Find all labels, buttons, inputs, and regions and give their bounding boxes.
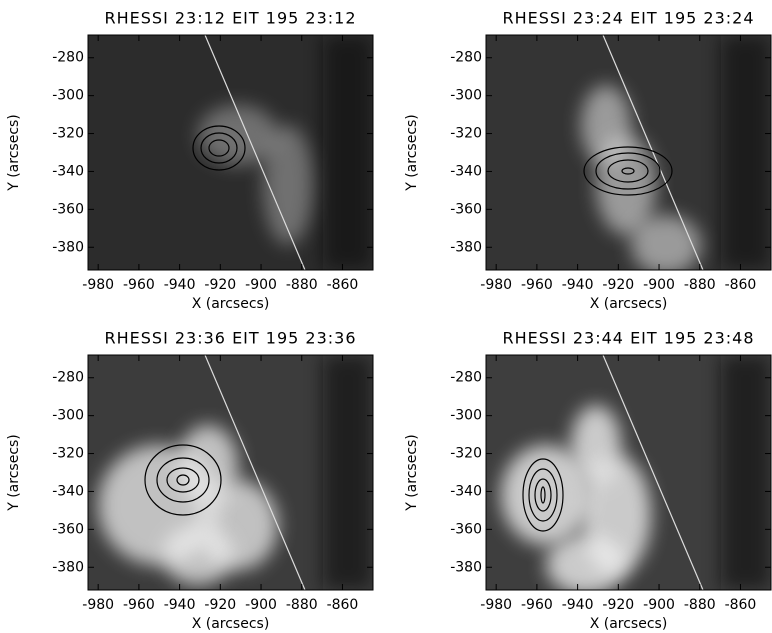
x-tick-label: -900 <box>245 597 277 613</box>
y-tick-label: -340 <box>52 483 84 499</box>
y-tick-label: -320 <box>52 446 84 462</box>
y-tick-label: -380 <box>450 239 482 255</box>
y-tick-label: -280 <box>450 370 482 386</box>
x-tick-label: -960 <box>521 597 553 613</box>
bright-region <box>546 535 626 595</box>
panel-title: RHESSI 23:36 EIT 195 23:36 <box>105 329 357 348</box>
x-tick-label: -980 <box>480 597 512 613</box>
panel: RHESSI 23:44 EIT 195 23:48 -980 -960 -940 -9… <box>404 329 771 633</box>
y-tick-label: -300 <box>52 88 84 104</box>
x-tick-label: -900 <box>643 597 675 613</box>
x-tick-label: -880 <box>684 597 716 613</box>
y-tick-label: -300 <box>52 408 84 424</box>
y-axis-label: Y (arcsecs) <box>6 114 22 192</box>
panel-title: RHESSI 23:24 EIT 195 23:24 <box>503 9 755 28</box>
x-tick-label: -900 <box>643 277 675 293</box>
x-tick-label: -920 <box>602 277 634 293</box>
x-tick-label: -860 <box>327 277 359 293</box>
x-axis-label: X (arcsecs) <box>192 616 270 632</box>
y-tick-label: -380 <box>52 239 84 255</box>
x-tick-label: -900 <box>245 277 277 293</box>
y-tick-label: -360 <box>52 521 84 537</box>
image-edge-dark <box>721 355 771 590</box>
x-tick-label: -860 <box>327 597 359 613</box>
y-axis-label: Y (arcsecs) <box>6 434 22 512</box>
x-tick-label: -940 <box>164 277 196 293</box>
x-tick-label: -940 <box>562 597 594 613</box>
euv-image <box>88 35 373 270</box>
y-axis-label: Y (arcsecs) <box>404 114 420 192</box>
panel: RHESSI 23:36 EIT 195 23:36 -980 -960 -940 -9… <box>6 329 373 633</box>
x-axis-label: X (arcsecs) <box>590 296 668 312</box>
bright-region <box>501 445 591 545</box>
bright-region <box>263 125 313 245</box>
x-tick-label: -960 <box>521 277 553 293</box>
x-tick-label: -920 <box>204 277 236 293</box>
y-tick-label: -280 <box>52 50 84 66</box>
image-edge-dark <box>721 35 771 270</box>
figure: RHESSI 23:12 EIT 195 23:12 -980 -960 -940 -9… <box>0 0 772 633</box>
y-axis-label: Y (arcsecs) <box>404 434 420 512</box>
panel: RHESSI 23:12 EIT 195 23:12 -980 -960 -940 -9… <box>6 9 373 313</box>
x-tick-label: -960 <box>123 597 155 613</box>
x-tick-label: -960 <box>123 277 155 293</box>
y-tick-label: -360 <box>52 201 84 217</box>
bright-region <box>631 215 701 275</box>
y-tick-label: -360 <box>450 201 482 217</box>
y-tick-label: -340 <box>450 483 482 499</box>
y-tick-label: -380 <box>450 559 482 575</box>
x-tick-label: -920 <box>602 597 634 613</box>
x-tick-label: -860 <box>725 597 757 613</box>
y-tick-label: -320 <box>450 446 482 462</box>
euv-image <box>88 355 373 590</box>
x-tick-label: -980 <box>82 597 114 613</box>
y-tick-label: -300 <box>450 408 482 424</box>
y-tick-label: -280 <box>52 370 84 386</box>
euv-image <box>486 355 771 595</box>
euv-image <box>486 35 771 275</box>
y-tick-label: -320 <box>450 126 482 142</box>
x-tick-label: -940 <box>562 277 594 293</box>
x-tick-label: -920 <box>204 597 236 613</box>
x-tick-label: -880 <box>286 597 318 613</box>
x-axis-label: X (arcsecs) <box>590 616 668 632</box>
x-tick-label: -940 <box>164 597 196 613</box>
x-tick-label: -880 <box>684 277 716 293</box>
x-axis-label: X (arcsecs) <box>192 296 270 312</box>
y-tick-label: -320 <box>52 126 84 142</box>
x-tick-label: -980 <box>82 277 114 293</box>
y-tick-label: -360 <box>450 521 482 537</box>
y-tick-label: -340 <box>52 163 84 179</box>
panel-title: RHESSI 23:44 EIT 195 23:48 <box>503 329 755 348</box>
x-tick-label: -980 <box>480 277 512 293</box>
y-tick-label: -340 <box>450 163 482 179</box>
image-edge-dark <box>323 355 373 590</box>
panel: RHESSI 23:24 EIT 195 23:24 -980 -960 -940 -9… <box>404 9 771 313</box>
x-tick-label: -880 <box>286 277 318 293</box>
y-tick-label: -380 <box>52 559 84 575</box>
y-tick-label: -280 <box>450 50 482 66</box>
x-tick-label: -860 <box>725 277 757 293</box>
y-tick-label: -300 <box>450 88 482 104</box>
panel-title: RHESSI 23:12 EIT 195 23:12 <box>105 9 357 28</box>
image-edge-dark <box>323 35 373 270</box>
